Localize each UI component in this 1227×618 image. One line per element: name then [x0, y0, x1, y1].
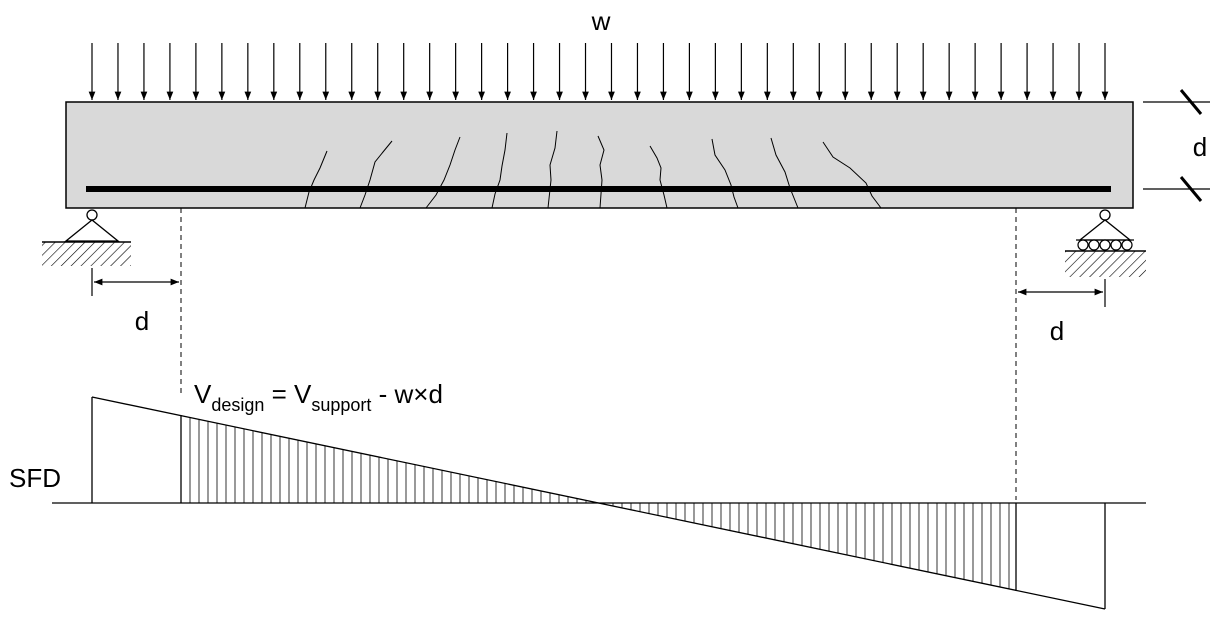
- right-distance-label: d: [1050, 316, 1064, 346]
- distributed-load-arrows: [88, 43, 1109, 100]
- depth-dimension: [1143, 89, 1210, 202]
- beam: [65, 101, 1134, 209]
- sfd-slope: [91, 396, 1106, 610]
- critical-section-lines: [180, 208, 1017, 500]
- right-distance-dimension: [1018, 279, 1106, 307]
- left-distance-dimension: [91, 268, 179, 296]
- roller-support: [1065, 209, 1146, 277]
- load-label: w: [591, 6, 611, 36]
- sfd-label: SFD: [9, 463, 61, 493]
- depth-label: d: [1193, 132, 1207, 162]
- pin-support: [42, 209, 131, 266]
- design-shear-hatching: [180, 415, 1010, 589]
- design-shear-formula: Vdesign = Vsupport - w×d: [194, 379, 443, 415]
- left-distance-label: d: [135, 306, 149, 336]
- shear-force-diagram: [52, 396, 1146, 610]
